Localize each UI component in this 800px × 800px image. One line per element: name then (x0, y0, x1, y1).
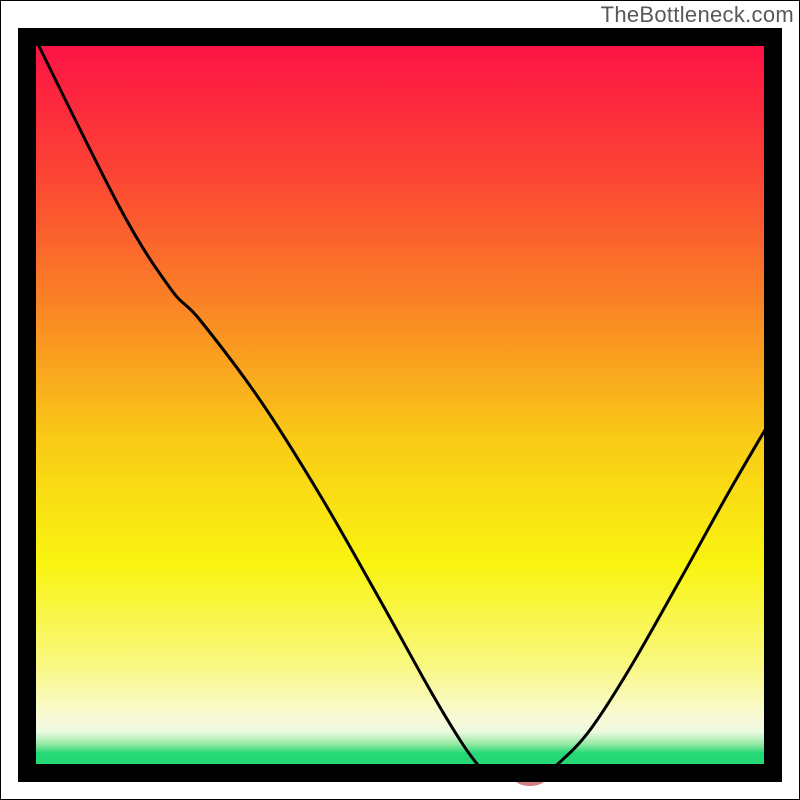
plot-area (36, 46, 764, 764)
watermark-text: TheBottleneck.com (601, 2, 794, 28)
bottleneck-chart (0, 0, 800, 800)
